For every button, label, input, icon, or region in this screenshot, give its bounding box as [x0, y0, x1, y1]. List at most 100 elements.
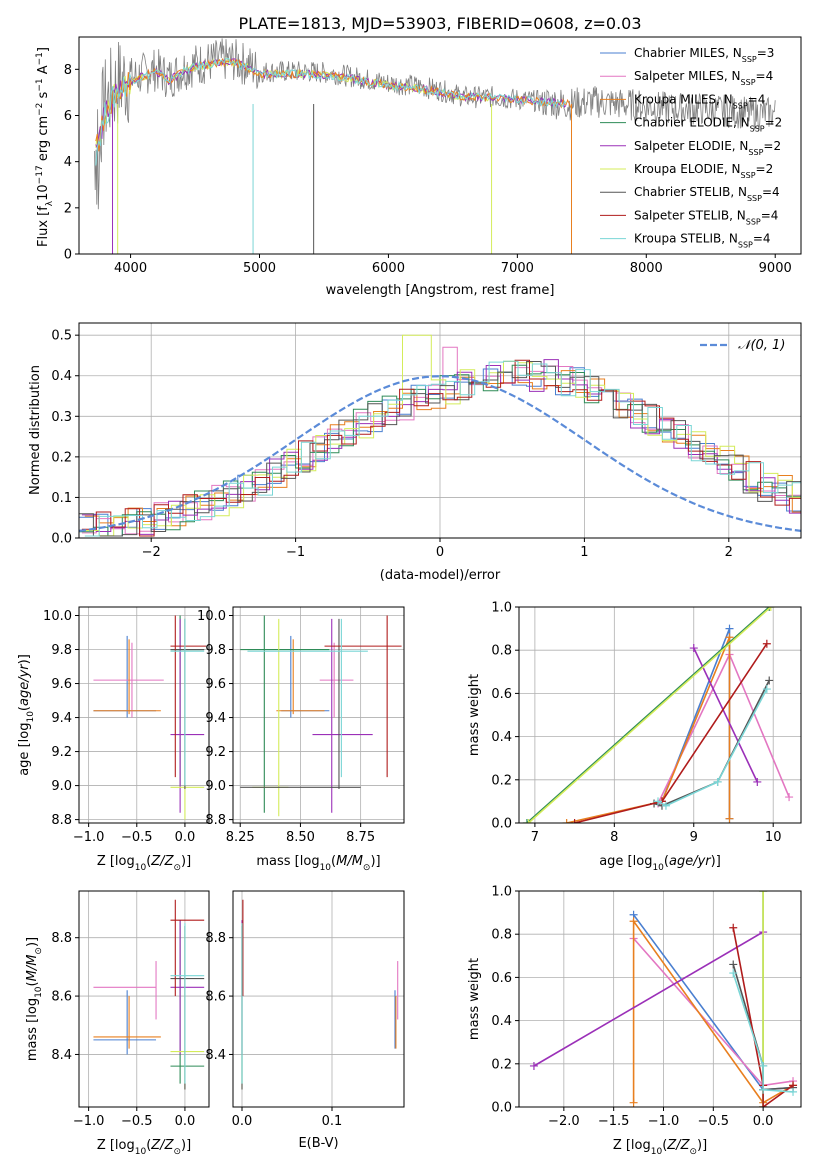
y-tick-label: 8.8: [205, 931, 226, 946]
x-tick-label: 8: [610, 830, 618, 845]
legend-entry: Salpeter STELIB, NSSP=4: [634, 208, 778, 226]
x-tick-label: 8.75: [346, 830, 375, 845]
legend-entry: Chabrier ELODIE, NSSP=2: [634, 116, 782, 134]
x-axis-label: mass [log10(M/M⊙)]: [256, 854, 380, 873]
mass-weight-marker: [765, 607, 774, 611]
axes-frame: [232, 606, 405, 824]
x-tick-label: 9000: [759, 261, 792, 276]
spectrum-model-line: [95, 58, 572, 152]
legend-entry: Kroupa MILES, NSSP=4: [634, 92, 765, 110]
mass-weight-line: [632, 918, 794, 1104]
mass-weight-marker: [785, 793, 794, 802]
x-tick-label: 0.1: [322, 1114, 343, 1129]
y-tick-label: 9.0: [205, 779, 226, 794]
x-tick-label: 6000: [372, 261, 405, 276]
mass-weight-line: [657, 688, 768, 807]
y-tick-label: 9.8: [205, 643, 226, 658]
legend-entry: Chabrier MILES, NSSP=3: [634, 46, 774, 64]
x-axis-label: age [log10(age/yr)]: [599, 854, 721, 873]
mass-weight-marker: [762, 685, 771, 694]
y-tick-label: 8.6: [205, 990, 226, 1005]
mass-weight-line: [732, 927, 794, 1107]
legend-entry: 𝒩(0, 1): [738, 338, 785, 353]
y-axis-label: Flux [fλ10−17 erg cm−2 s−1 A−1]: [35, 47, 55, 247]
x-tick-label: −1.5: [598, 1114, 630, 1129]
x-tick-label: 10: [765, 830, 782, 845]
x-tick-label: 0.0: [232, 1114, 253, 1129]
axes-frame: [518, 606, 802, 824]
spectrum-model-line: [95, 57, 567, 166]
plot-area: [529, 891, 798, 1107]
y-tick-label: 0.2: [491, 773, 512, 788]
mass-weight-marker: [753, 777, 762, 786]
y-tick-label: 0.2: [51, 450, 72, 465]
y-axis-label: mass [log10(M/M⊙)]: [25, 937, 44, 1061]
axes-frame: [78, 36, 802, 255]
y-tick-label: 0.1: [51, 491, 72, 506]
plot-area: [94, 38, 776, 254]
x-tick-label: −0.5: [121, 1114, 153, 1129]
x-tick-label: −1.0: [73, 1114, 105, 1129]
legend-entry: Kroupa ELODIE, NSSP=2: [634, 162, 773, 180]
mass-weight-marker: [529, 1061, 538, 1070]
y-axis-label: age [log10(age/yr)]: [17, 654, 36, 776]
mass-weight-line: [732, 972, 794, 1093]
mass-weight-marker: [522, 819, 531, 823]
y-axis-label: mass weight: [467, 958, 482, 1040]
y-tick-label: 0.4: [491, 730, 512, 745]
panel-1: −2 −1 0 1 2 0.0 0.1 0.2 0.3 0.4 0.5 𝒩(0, 1) (data-mo…: [28, 322, 802, 583]
x-axis-label: (data-model)/error: [380, 568, 501, 583]
y-tick-label: 8: [64, 63, 72, 78]
mass-weight-line: [693, 647, 759, 783]
y-tick-label: 2: [64, 201, 72, 216]
mass-weight-marker: [766, 607, 775, 611]
y-tick-label: 0.8: [491, 644, 512, 659]
panel-0: 4000 5000 6000 7000 8000 9000 0 2 4 6 8 wavelength …: [35, 36, 802, 298]
mass-weight-marker: [562, 819, 571, 823]
mass-weight-marker: [789, 1087, 798, 1096]
y-tick-label: 8.4: [51, 1048, 72, 1063]
panel-5: −1.0 −0.5 0.0 8.4 8.6 8.8 Z [log10(Z/Z⊙)] mass …: [25, 890, 210, 1157]
legend: Chabrier MILES, NSSP=3 Salpeter MILES, NS…: [600, 46, 782, 249]
x-tick-label: 8.50: [286, 830, 315, 845]
y-tick-label: 9.0: [51, 779, 72, 794]
x-tick-label: 9: [690, 830, 698, 845]
x-axis-label: Z [log10(Z/Z⊙)]: [97, 1138, 191, 1157]
y-tick-label: 4: [64, 155, 72, 170]
x-axis-label: Z [log10(Z/Z⊙)]: [613, 1138, 707, 1157]
mass-weight-line: [566, 636, 731, 823]
y-tick-label: 1.0: [491, 885, 512, 900]
y-tick-label: 8.8: [51, 813, 72, 828]
x-tick-label: 0.0: [175, 1114, 196, 1129]
y-axis-label: Normed distribution: [28, 365, 43, 495]
axes-frame: [78, 606, 210, 824]
panel-3: 8.25 8.50 8.75 8.8 9.0 9.2 9.4 9.6 9.8 10.0 mass […: [197, 606, 405, 873]
x-tick-label: −2: [142, 545, 161, 560]
y-tick-label: 0.3: [51, 410, 72, 425]
histogram-step: [84, 334, 801, 537]
mass-weight-marker: [759, 891, 768, 895]
histogram-step: [84, 361, 801, 527]
y-tick-label: 0.4: [51, 369, 72, 384]
x-tick-label: −0.5: [698, 1114, 730, 1129]
y-axis-label: mass weight: [467, 674, 482, 756]
y-tick-label: 0.0: [51, 532, 72, 547]
legend-entry: Salpeter ELODIE, NSSP=2: [634, 139, 781, 157]
legend-entry: Kroupa STELIB, NSSP=4: [634, 232, 771, 250]
mass-weight-marker: [661, 801, 670, 810]
x-tick-label: 7000: [501, 261, 534, 276]
mass-weight-marker: [765, 676, 774, 685]
x-tick-label: 0.0: [175, 830, 196, 845]
histogram-step: [84, 360, 801, 537]
y-tick-label: 0.2: [491, 1057, 512, 1072]
x-tick-label: 4000: [114, 261, 147, 276]
plot-area: [522, 607, 794, 823]
y-tick-label: 9.4: [51, 711, 72, 726]
mass-weight-marker: [725, 624, 734, 633]
x-tick-label: −1.0: [73, 830, 105, 845]
x-tick-label: 8.25: [226, 830, 255, 845]
axes-frame: [78, 890, 210, 1108]
y-tick-label: 9.4: [205, 711, 226, 726]
x-tick-label: −2.0: [548, 1114, 580, 1129]
x-tick-label: 0.0: [753, 1114, 774, 1129]
